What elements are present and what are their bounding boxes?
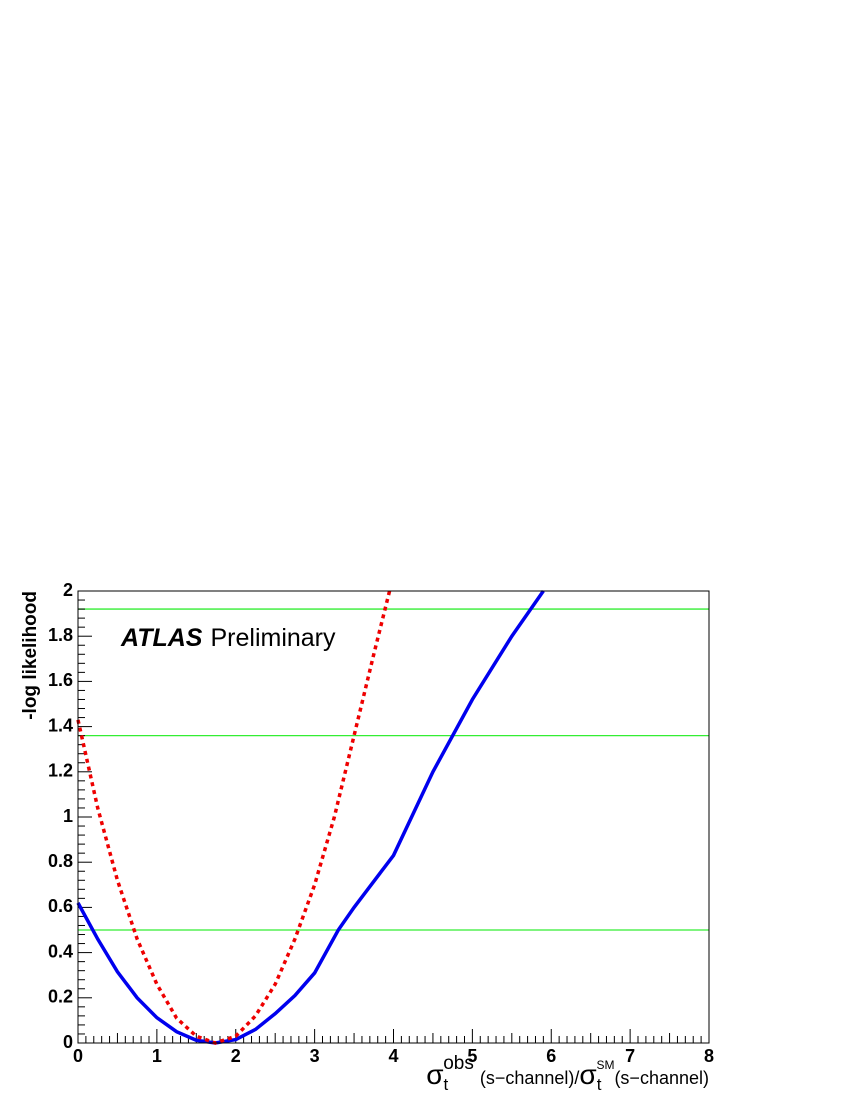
y-tick-label: 1.8 — [48, 625, 73, 645]
y-tick-label: 0 — [63, 1032, 73, 1052]
x-tick-label: 1 — [152, 1046, 162, 1066]
y-tick-label: 2 — [63, 580, 73, 600]
x-label-part: t — [597, 1075, 602, 1094]
x-tick-label: 8 — [704, 1046, 714, 1066]
y-tick-label: 1.6 — [48, 670, 73, 690]
x-tick-label: 2 — [231, 1046, 241, 1066]
y-axis-label: -log likelihood — [20, 591, 41, 720]
x-axis-label: σtobs(s−channel)/σtSM(s−channel) — [426, 1053, 709, 1094]
y-tick-label: 0.2 — [48, 987, 73, 1007]
x-label-part: (s−channel)/ — [480, 1068, 580, 1088]
series-line — [76, 589, 545, 1045]
x-label-part: t — [443, 1075, 448, 1094]
x-tick-label: 6 — [546, 1046, 556, 1066]
y-tick-label: 0.8 — [48, 851, 73, 871]
x-tick-label: 0 — [73, 1046, 83, 1066]
annotation: ATLAS Preliminary — [120, 624, 336, 652]
x-tick-label: 4 — [388, 1046, 398, 1066]
plot-frame — [77, 590, 710, 1044]
x-label-part: σ — [579, 1059, 596, 1090]
y-tick-label: 1.2 — [48, 761, 73, 781]
y-tick-label: 1 — [63, 806, 73, 826]
x-label-part: SM — [596, 1058, 614, 1072]
x-tick-label: 7 — [625, 1046, 635, 1066]
x-tick-label: 3 — [310, 1046, 320, 1066]
x-label-part: σ — [426, 1059, 443, 1090]
preliminary-label: Preliminary — [210, 624, 336, 652]
x-label-part: (s−channel) — [614, 1068, 709, 1088]
atlas-label: ATLAS — [120, 624, 203, 652]
y-tick-label: 0.4 — [48, 941, 73, 961]
y-tick-label: 1.4 — [48, 715, 73, 735]
y-tick-label: 0.6 — [48, 896, 73, 916]
x-label-part: obs — [443, 1053, 474, 1074]
series-line — [76, 590, 392, 1045]
x-tick-label: 5 — [467, 1046, 477, 1066]
